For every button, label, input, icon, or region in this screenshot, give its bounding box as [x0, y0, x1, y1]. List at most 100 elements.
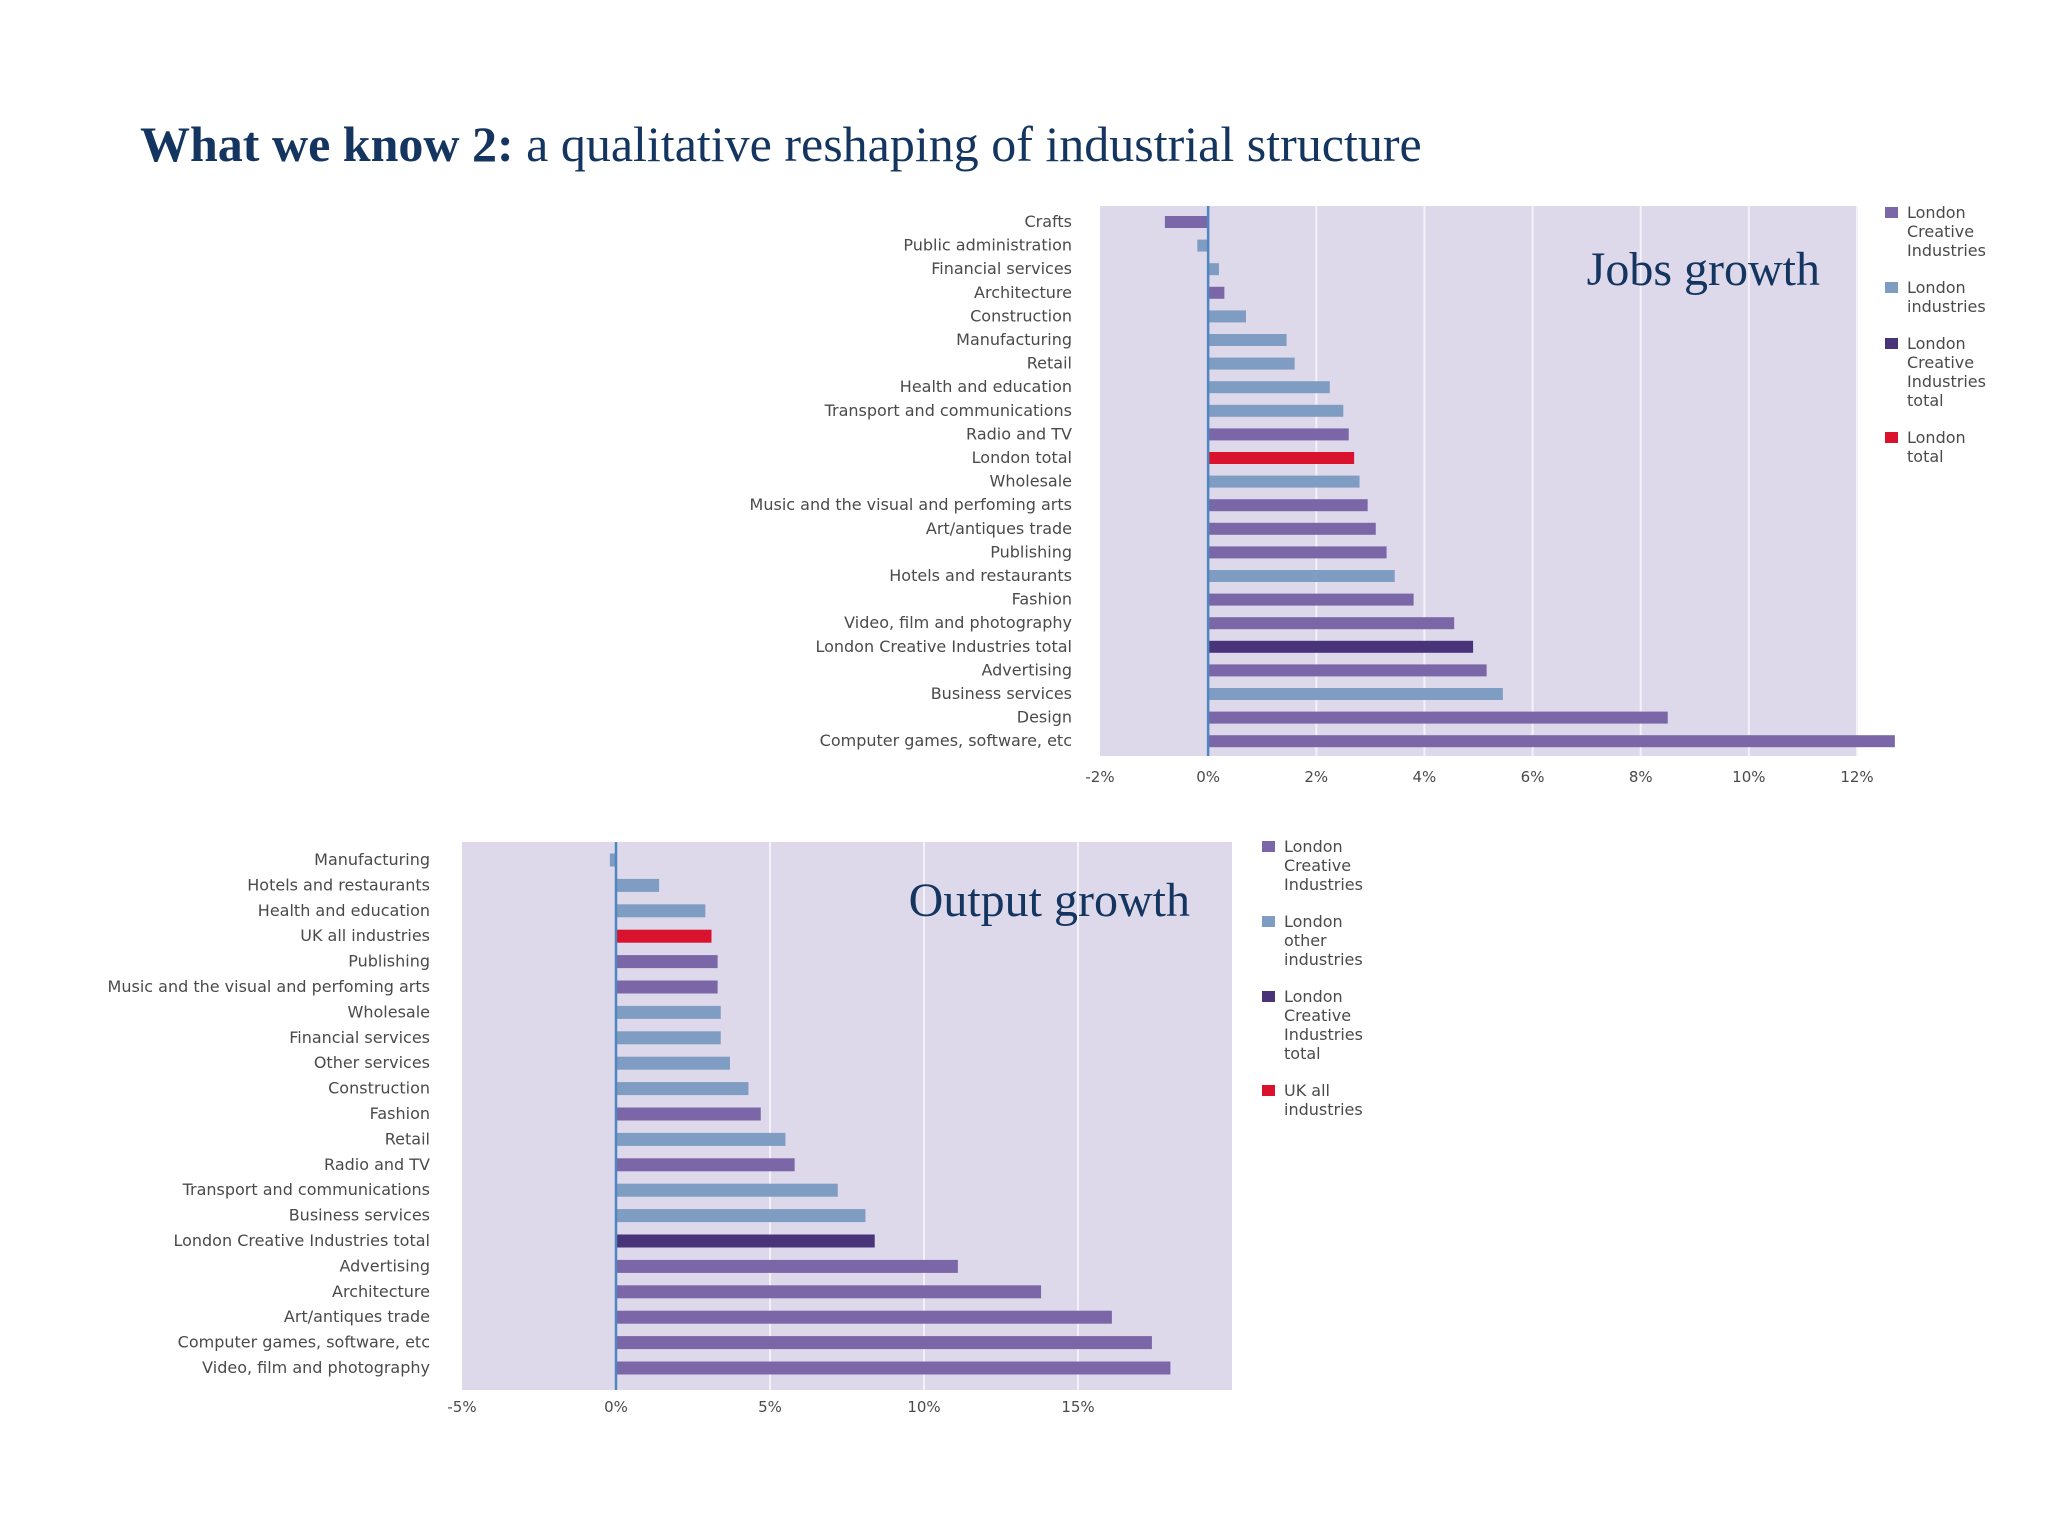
output-bar-transport-and-communications: [616, 1183, 838, 1197]
jobs-category-label: London Creative Industries total: [815, 637, 1072, 656]
output-category-label: Retail: [385, 1129, 430, 1148]
jobs-category-label: Architecture: [974, 283, 1072, 302]
jobs-category-label: Transport and communications: [824, 401, 1072, 420]
output-bar-radio-and-tv: [616, 1158, 795, 1172]
jobs-category-label: Music and the visual and perfoming arts: [750, 495, 1072, 514]
jobs-category-label: London total: [972, 448, 1072, 467]
jobs-category-label: Public administration: [903, 236, 1072, 255]
output-bar-art-antiques-trade: [616, 1310, 1112, 1324]
output-category-label: UK all industries: [300, 926, 430, 945]
jobs-legend-label: London: [1907, 428, 1966, 447]
jobs-legend-label: London: [1907, 278, 1966, 297]
output-legend-label: London: [1284, 837, 1343, 856]
jobs-legend-label: total: [1907, 447, 1944, 466]
output-x-tick-label: 10%: [907, 1398, 940, 1416]
jobs-category-label: Construction: [970, 306, 1072, 325]
output-bar-publishing: [616, 955, 718, 969]
page-title-rest: a qualitative reshaping of industrial st…: [513, 116, 1422, 172]
jobs-x-tick-label: 12%: [1840, 768, 1873, 786]
output-legend-label: Creative: [1284, 856, 1351, 875]
output-category-label: Business services: [289, 1206, 430, 1225]
output-bar-hotels-and-restaurants: [616, 878, 660, 892]
output-legend-label: Industries: [1284, 875, 1363, 894]
jobs-bar-crafts: [1164, 216, 1209, 228]
output-category-label: Art/antiques trade: [284, 1307, 430, 1326]
jobs-category-label: Crafts: [1024, 212, 1072, 231]
output-category-label: Hotels and restaurants: [247, 875, 430, 894]
output-category-label: Other services: [314, 1053, 430, 1072]
jobs-chart-title: Jobs growth: [1587, 243, 1820, 296]
jobs-legend-label: industries: [1907, 297, 1986, 316]
jobs-category-label: Hotels and restaurants: [889, 566, 1072, 585]
output-legend-swatch: [1262, 916, 1275, 927]
output-bar-other-services: [616, 1056, 730, 1070]
jobs-category-label: Design: [1017, 708, 1072, 727]
jobs-legend-swatch: [1885, 207, 1898, 218]
output-x-tick-label: 5%: [758, 1398, 782, 1416]
jobs-growth-chart: -2% 0% 2% 4% 6% 8% 10% 12% Crafts Public administ…: [750, 203, 1986, 786]
output-legend-label: industries: [1284, 950, 1363, 969]
output-bar-financial-services: [616, 1031, 721, 1045]
jobs-legend-label: Industries: [1907, 372, 1986, 391]
output-bar-manufacturing: [609, 853, 616, 867]
output-chart-title: Output growth: [909, 874, 1190, 927]
jobs-bar-publishing: [1208, 546, 1387, 559]
jobs-bar-wholesale: [1208, 475, 1360, 488]
output-category-label: Transport and communications: [182, 1180, 430, 1199]
output-category-label: Financial services: [289, 1028, 430, 1047]
jobs-x-tick-label: -2%: [1085, 768, 1114, 786]
jobs-x-tick-label: 10%: [1732, 768, 1765, 786]
output-category-label: Architecture: [332, 1282, 430, 1301]
output-bar-uk-all-industries: [616, 929, 712, 943]
output-legend-label: UK all: [1284, 1081, 1330, 1100]
jobs-x-tick-label: 8%: [1629, 768, 1653, 786]
jobs-legend-label: total: [1907, 391, 1944, 410]
jobs-x-tick-label: 4%: [1413, 768, 1437, 786]
output-legend-label: other: [1284, 931, 1327, 950]
jobs-bar-radio-and-tv: [1208, 428, 1349, 441]
output-category-label: Radio and TV: [324, 1155, 430, 1174]
jobs-x-tick-label: 2%: [1304, 768, 1328, 786]
output-category-label: Wholesale: [348, 1002, 430, 1021]
output-category-label: Publishing: [348, 952, 430, 971]
jobs-legend-label: Creative: [1907, 353, 1974, 372]
jobs-bar-public-administration: [1197, 239, 1209, 252]
jobs-bar-architecture: [1208, 286, 1225, 299]
output-bar-video-film-and-photography: [616, 1361, 1171, 1375]
jobs-bar-art-antiques-trade: [1208, 522, 1376, 535]
output-category-label: Manufacturing: [314, 850, 430, 869]
jobs-legend-label: London: [1907, 203, 1966, 222]
output-bar-health-and-education: [616, 904, 706, 918]
jobs-bar-construction: [1208, 310, 1246, 323]
jobs-legend-swatch: [1885, 338, 1898, 349]
output-bar-architecture: [616, 1285, 1042, 1299]
output-growth-chart: -5% 0% 5% 10% 15% Manufacturing Hotels and res…: [108, 837, 1363, 1416]
jobs-category-label: Video, film and photography: [844, 613, 1072, 632]
output-bar-music-and-the-visual-and-perfoming-arts: [616, 980, 718, 994]
output-legend-swatch: [1262, 841, 1275, 852]
output-bar-retail: [616, 1132, 786, 1146]
jobs-category-label: Financial services: [931, 259, 1072, 278]
output-bar-advertising: [616, 1259, 958, 1273]
output-category-label: Advertising: [339, 1256, 430, 1275]
output-category-label: Computer games, software, etc: [178, 1333, 430, 1352]
jobs-category-label: Computer games, software, etc: [820, 731, 1072, 750]
jobs-category-label: Health and education: [900, 377, 1072, 396]
jobs-bar-design: [1208, 711, 1668, 724]
jobs-category-label: Wholesale: [990, 472, 1072, 491]
output-bar-construction: [616, 1082, 749, 1096]
jobs-category-label: Advertising: [981, 660, 1072, 679]
jobs-bar-computer-games-software-etc: [1208, 735, 1895, 748]
output-category-label: Fashion: [370, 1104, 430, 1123]
output-bar-computer-games-software-etc: [616, 1336, 1152, 1350]
jobs-bar-transport-and-communications: [1208, 404, 1344, 417]
jobs-category-label: Fashion: [1012, 590, 1072, 609]
jobs-category-label: Publishing: [990, 542, 1072, 561]
output-x-tick-label: -5%: [447, 1398, 476, 1416]
page-title-bold: What we know 2:: [140, 116, 514, 172]
output-bar-fashion: [616, 1107, 761, 1121]
output-legend-swatch: [1262, 1085, 1275, 1096]
page-title: What we know 2: a qualitative reshaping …: [140, 115, 1422, 173]
jobs-legend-swatch: [1885, 432, 1898, 443]
